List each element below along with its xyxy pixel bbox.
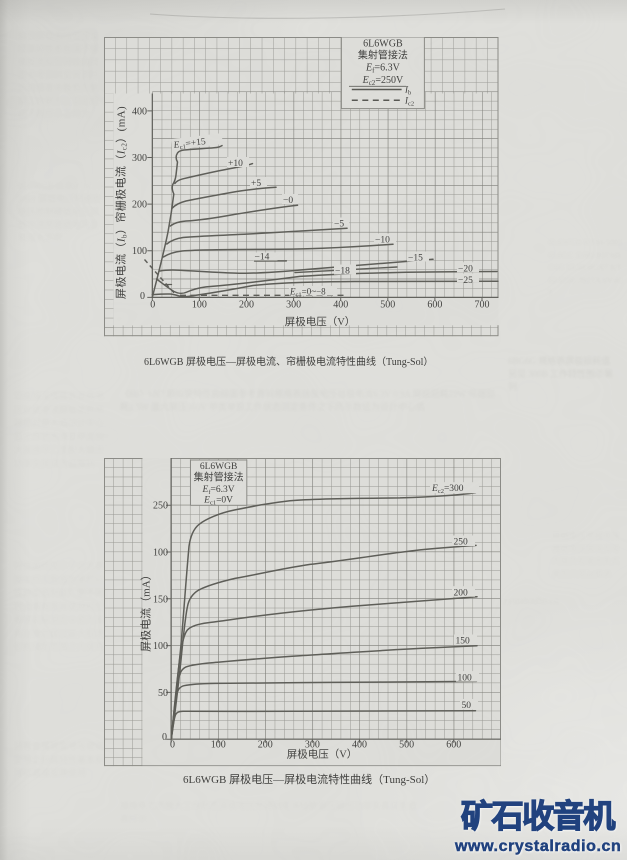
svg-text:Ec2=300: Ec2=300 [431,484,464,495]
svg-text:−25: −25 [458,276,473,286]
svg-text:200: 200 [258,739,273,750]
svg-text:Ef=6.3V: Ef=6.3V [202,485,235,496]
svg-text:400: 400 [333,300,348,311]
svg-text:屏极电流（Ib）帘栅极电流（Ic2）(mA): 屏极电流（Ib）帘栅极电流（Ic2）(mA) [114,106,129,299]
svg-text:300: 300 [286,300,301,311]
svg-text:−10: −10 [375,236,390,246]
svg-text:0: 0 [140,291,145,302]
svg-text:+10: +10 [228,159,243,169]
svg-text:250: 250 [153,500,168,511]
svg-text:−5: −5 [334,220,344,230]
svg-text:50: 50 [462,701,472,711]
svg-text:100: 100 [153,641,168,652]
svg-text:Ec1=0V: Ec1=0V [203,495,233,506]
svg-text:500: 500 [380,300,395,311]
svg-text:150: 150 [456,636,471,646]
svg-text:100: 100 [211,739,226,750]
svg-text:屏极电流（mA）: 屏极电流（mA） [139,569,153,652]
svg-text:−14: −14 [255,253,270,263]
svg-text:600: 600 [427,300,442,311]
svg-text:100: 100 [458,673,473,683]
svg-text:屏极电压（V）: 屏极电压（V） [287,747,358,760]
svg-text:300: 300 [132,153,147,164]
svg-text:0: 0 [170,739,175,750]
svg-text:Ef=6.3V: Ef=6.3V [365,63,401,75]
svg-text:200: 200 [132,200,147,211]
svg-text:500: 500 [399,739,414,750]
svg-text:6L6WGB: 6L6WGB [363,39,403,50]
svg-text:400: 400 [132,106,147,117]
svg-text:700: 700 [475,300,490,311]
svg-text:50: 50 [158,687,168,698]
svg-text:200: 200 [239,300,254,311]
svg-text:100: 100 [132,246,147,257]
svg-text:−20: −20 [458,264,473,274]
svg-text:250: 250 [454,537,469,547]
svg-text:+5: +5 [251,179,261,189]
svg-text:6L6WGB: 6L6WGB [200,461,237,471]
svg-text:−18: −18 [335,267,350,277]
svg-text:集射管接法: 集射管接法 [194,470,244,483]
svg-text:屏极电压（V）: 屏极电压（V） [285,315,356,328]
svg-text:200: 200 [454,588,469,598]
svg-text:0: 0 [150,300,155,311]
svg-text:0: 0 [162,731,167,742]
svg-text:100: 100 [153,547,168,558]
svg-text:150: 150 [153,594,168,605]
svg-text:集射管接法: 集射管接法 [358,49,408,62]
svg-text:−15: −15 [408,254,423,264]
svg-text:−0: −0 [283,196,293,206]
svg-text:100: 100 [192,300,207,311]
svg-text:600: 600 [446,739,461,750]
svg-text:Ec2=250V: Ec2=250V [362,75,404,87]
